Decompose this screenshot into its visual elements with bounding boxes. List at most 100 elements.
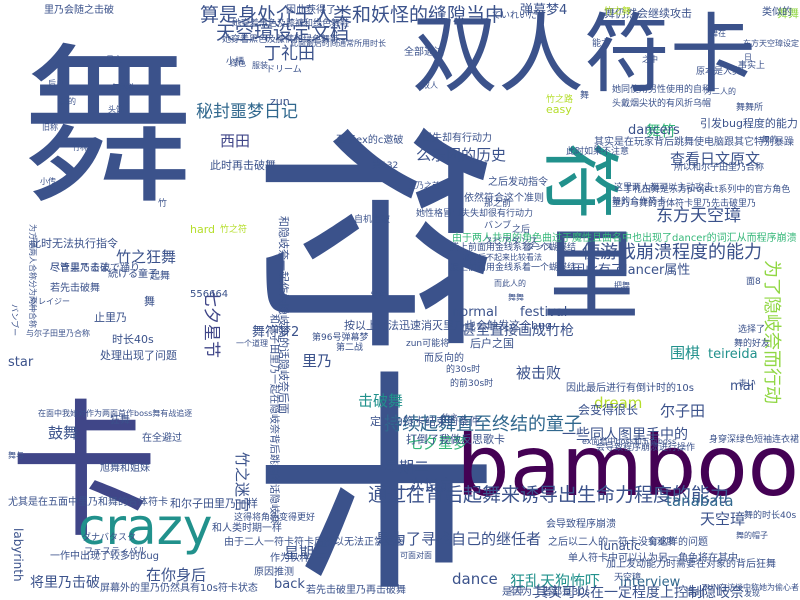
word-cloud-term: 的30s时 bbox=[446, 365, 481, 375]
word-cloud-term: 为方便两人合称分为两种合称 bbox=[28, 224, 37, 328]
word-cloud-term: 和隐岐奈一起作为隐岐奈的话隐岐奈后面 bbox=[277, 216, 290, 414]
word-cloud-term: 起舞 bbox=[150, 271, 170, 282]
word-cloud-term: 使游戏崩溃程度的能力 bbox=[582, 242, 762, 263]
word-cloud-term: 和人类时期一样 bbox=[212, 523, 282, 534]
word-cloud-term: 是为了寻找自己的继任者 bbox=[376, 530, 542, 548]
word-cloud-term: ZUN在访谈中称她为偷心者 bbox=[701, 583, 799, 592]
word-cloud-term: 尽管里乃击破 bbox=[50, 263, 110, 274]
word-cloud-term: zun可能将 bbox=[406, 339, 450, 349]
word-cloud-term: 所以和尔子田里乃合称 bbox=[674, 163, 765, 173]
word-cloud-term: 小柄 bbox=[226, 57, 245, 67]
word-cloud-term: 加上发动能力时需要在对象的背后狂舞 bbox=[606, 559, 776, 570]
word-cloud-term: 二次设定 bbox=[394, 476, 455, 494]
word-cloud-term: 第132 bbox=[372, 161, 399, 171]
word-cloud-term: 舞 bbox=[580, 91, 590, 101]
word-cloud-term: 时长40s bbox=[112, 333, 154, 346]
word-cloud-term: 舞舞 bbox=[777, 7, 799, 20]
word-cloud-term: star bbox=[8, 355, 34, 370]
word-cloud-term: 这里两人都可以主动攻击 bbox=[614, 183, 714, 193]
word-cloud-term: ダンス bbox=[526, 243, 553, 253]
word-cloud-term: 持续起舞直至终结的童子 bbox=[384, 414, 582, 435]
word-cloud-term: 通过在背后起舞来诱导出生命力程度的能力 bbox=[368, 484, 730, 506]
word-cloud-term: 之后以二人的一符卡没有这样的问题 bbox=[548, 537, 708, 548]
word-cloud-term: 而此人的 bbox=[494, 279, 526, 288]
word-cloud-term: 舞符梦2 bbox=[252, 325, 300, 340]
word-cloud-term: 双人符卡 bbox=[412, 5, 756, 105]
word-cloud-term: 为二人的 bbox=[704, 87, 736, 96]
word-cloud-term: 鼓舞 bbox=[48, 424, 79, 442]
word-cloud-term: 原因推测 bbox=[254, 567, 294, 578]
word-cloud-term: 打倒了我做反思歌卡 bbox=[406, 433, 505, 446]
word-cloud-term: 里 bbox=[542, 220, 641, 334]
word-cloud-term: 之后 bbox=[512, 225, 531, 235]
word-cloud-term: 在全避过 bbox=[142, 433, 182, 444]
word-cloud-term: 和尔子田里乃一样 bbox=[170, 497, 258, 510]
word-cloud-term: dance bbox=[452, 570, 498, 588]
word-cloud-term: 舞的时长40s bbox=[744, 511, 797, 521]
word-cloud-term: 由于两人共用的角色曲过于魔性且曲名中也出现了dancer的词汇从而程序崩溃 bbox=[452, 233, 797, 244]
word-cloud-term: 里乃之前 bbox=[408, 181, 440, 190]
word-cloud-term: 腰上前面用金线系着一个蝴蝶结 bbox=[450, 263, 577, 273]
word-cloud-term: 之中 bbox=[642, 55, 658, 64]
word-cloud-term: 引发bug程度的能力 bbox=[700, 117, 798, 130]
word-cloud-term: 星期二 bbox=[384, 458, 430, 476]
word-cloud-term: 会导致程序崩溃进行操作 bbox=[596, 443, 696, 453]
word-cloud-term: 舞与 bbox=[8, 451, 24, 460]
word-cloud-term: 会导致程序崩溃 bbox=[546, 519, 616, 530]
word-cloud-term: 若先击破舞 bbox=[50, 283, 100, 294]
word-cloud-term: 止里乃 bbox=[94, 311, 127, 324]
word-cloud-term: 单人符卡中可以认为另一角色将在其中 bbox=[568, 553, 738, 564]
word-cloud-term: 同时 bbox=[686, 589, 705, 599]
word-cloud-term: 舞的头 bbox=[112, 83, 136, 92]
word-cloud-term: 冒失却有行动力 bbox=[422, 133, 492, 144]
word-cloud-term: 类似的 bbox=[762, 7, 792, 18]
word-cloud-term: 卡 bbox=[10, 386, 158, 558]
word-cloud-term: 七夕星节 bbox=[201, 290, 221, 358]
word-cloud-term: 舞的帽子 bbox=[736, 531, 768, 540]
word-cloud-term: ていれいだ bbox=[492, 11, 538, 21]
word-cloud-term: 竹之符 bbox=[220, 225, 248, 235]
word-cloud-term: 而反向的 bbox=[424, 353, 464, 364]
word-cloud-term: 全难度 bbox=[648, 537, 676, 547]
word-cloud-term: 会变得很长 bbox=[578, 403, 639, 417]
word-cloud-term: 东方天空璋 bbox=[656, 206, 741, 226]
word-cloud-term: 此面最后时间通常所用时长 bbox=[290, 39, 386, 48]
word-cloud-term: 么乐团的历史 bbox=[416, 146, 507, 164]
word-cloud-term: 全部通过 bbox=[404, 47, 444, 58]
word-cloud-term: bamboo bbox=[456, 417, 799, 515]
word-cloud-term: 一些同人图里手中的 bbox=[562, 427, 688, 443]
word-cloud-term: バンブ bbox=[484, 221, 512, 231]
word-cloud-term: 丁礼田舞是东方project系列中的官方角色 bbox=[624, 185, 791, 195]
word-cloud-term: 里乃会随之击破 bbox=[44, 5, 114, 16]
word-cloud-term: 自机击破 bbox=[354, 215, 391, 225]
word-cloud-term: 狂乱天狗怖吓 bbox=[510, 572, 601, 590]
word-cloud-term: まい bbox=[738, 379, 757, 389]
word-cloud-term: 的前30s时 bbox=[450, 379, 494, 389]
word-cloud-term: 甚至直接画成竹枪 bbox=[462, 323, 574, 339]
word-cloud-term: 可面对面 bbox=[400, 551, 432, 560]
word-cloud-term: crazy bbox=[78, 498, 213, 556]
word-cloud-term: 竹林 bbox=[72, 143, 88, 152]
word-cloud-term: 舞在 bbox=[710, 29, 726, 38]
word-cloud-term: 舞仍然会继续攻击 bbox=[604, 7, 692, 20]
word-cloud-term: 舞 bbox=[144, 295, 155, 308]
word-cloud-term: 舞的好友 bbox=[734, 339, 771, 349]
word-cloud-term: 由于二人一符卡符卡后所以无法正常结束 bbox=[224, 537, 404, 548]
word-cloud-term: 发布 bbox=[370, 291, 386, 300]
word-cloud-term: スピアダンス bbox=[484, 237, 538, 247]
word-cloud-term: 是因为二者都是30s bbox=[502, 587, 590, 598]
word-cloud-term: 尽き果てるまで踊り bbox=[50, 263, 140, 274]
word-cloud-term: 选择了 bbox=[738, 325, 766, 335]
word-cloud-term: 因此有了lancer属性 bbox=[572, 263, 691, 278]
word-cloud-term: 星期三 bbox=[284, 544, 330, 562]
word-cloud-term: 后户 bbox=[48, 79, 64, 88]
word-cloud-term: 第二战 bbox=[336, 343, 364, 353]
word-cloud-term: back bbox=[274, 577, 305, 592]
word-cloud-term: 竹之狂舞 bbox=[116, 248, 177, 266]
word-cloud-term: 她穿着黑色及膝裤和绿色舞鞋 bbox=[232, 19, 350, 29]
word-cloud-term: festival bbox=[520, 305, 568, 320]
word-cloud-term: 发现 bbox=[744, 589, 760, 598]
word-cloud-term: 之后 bbox=[508, 585, 524, 594]
word-cloud-term: 尤其是在五面中里乃和舞的合体符卡 bbox=[8, 497, 168, 508]
